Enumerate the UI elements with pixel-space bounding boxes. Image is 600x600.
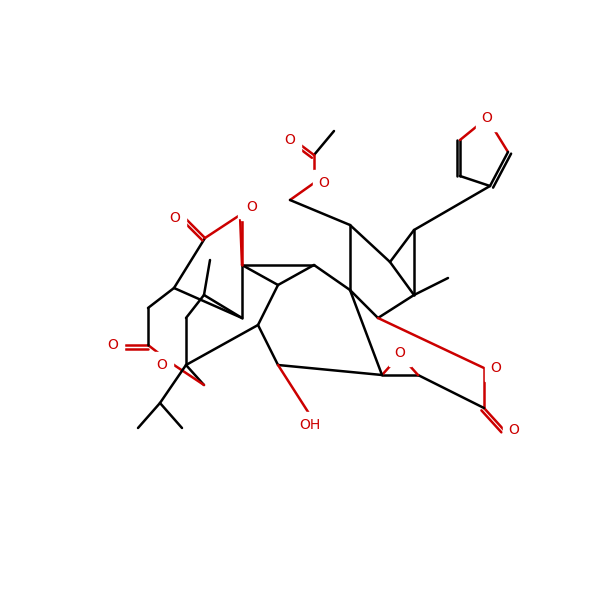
Text: OH: OH (299, 418, 320, 432)
Text: O: O (319, 176, 329, 190)
Text: O: O (491, 361, 502, 375)
Text: O: O (107, 338, 118, 352)
Text: O: O (157, 358, 167, 372)
Text: O: O (395, 346, 406, 360)
Text: O: O (284, 133, 295, 147)
Text: O: O (482, 111, 493, 125)
Text: O: O (170, 211, 181, 225)
Text: O: O (509, 423, 520, 437)
Text: OH: OH (244, 198, 265, 212)
Text: O: O (247, 200, 257, 214)
